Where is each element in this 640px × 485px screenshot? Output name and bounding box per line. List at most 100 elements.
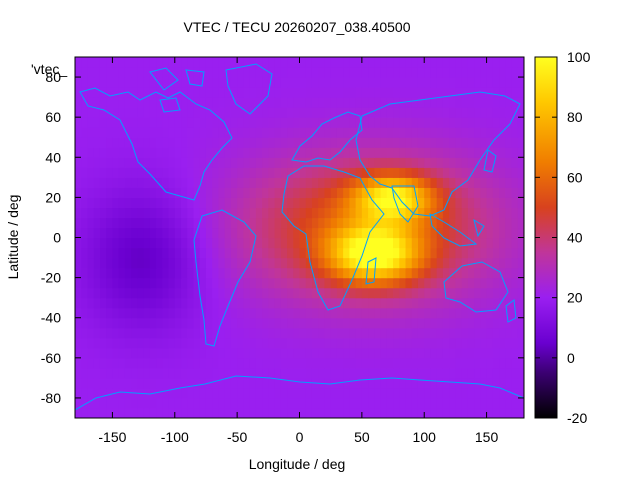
heatmap-cell xyxy=(156,117,163,128)
heatmap-cell xyxy=(399,137,407,148)
heatmap-cell xyxy=(137,207,145,219)
heatmap-cell xyxy=(137,287,145,299)
heatmap-cell xyxy=(386,197,394,209)
heatmap-cell xyxy=(361,287,369,299)
heatmap-cell xyxy=(81,127,89,138)
heatmap-cell xyxy=(212,367,220,379)
heatmap-cell xyxy=(268,357,276,369)
heatmap-cell xyxy=(99,187,107,198)
heatmap-cell xyxy=(174,117,182,128)
heatmap-cell xyxy=(299,337,307,349)
heatmap-cell xyxy=(492,77,500,88)
heatmap-cell xyxy=(268,297,276,309)
heatmap-cell xyxy=(299,297,307,309)
heatmap-cell xyxy=(118,317,126,329)
heatmap-cell xyxy=(299,197,307,209)
heatmap-cell xyxy=(436,147,444,158)
heatmap-cell xyxy=(474,137,481,148)
heatmap-cell xyxy=(243,387,251,399)
heatmap-cell xyxy=(324,357,332,369)
heatmap-cell xyxy=(287,157,294,168)
heatmap-cell xyxy=(330,297,338,309)
heatmap-cell xyxy=(124,377,132,389)
heatmap-cell xyxy=(124,237,132,249)
heatmap-cell xyxy=(474,347,481,359)
heatmap-cell xyxy=(393,157,400,168)
heatmap-cell xyxy=(399,377,407,389)
heatmap-cell xyxy=(324,177,332,188)
heatmap-cell xyxy=(181,77,188,88)
heatmap-cell xyxy=(499,197,506,209)
heatmap-cell xyxy=(162,267,170,279)
heatmap-cell xyxy=(349,137,357,148)
heatmap-cell xyxy=(355,227,363,239)
heatmap-cell xyxy=(218,337,226,349)
heatmap-cell xyxy=(436,297,444,309)
heatmap-cell xyxy=(249,147,257,158)
heatmap-cell xyxy=(81,247,89,259)
heatmap-cell xyxy=(255,267,263,279)
heatmap-cell xyxy=(293,107,301,118)
heatmap-cell xyxy=(137,147,145,158)
heatmap-cell xyxy=(486,237,494,249)
heatmap-cell xyxy=(318,77,326,88)
heatmap-cell xyxy=(249,127,257,138)
heatmap-cell xyxy=(93,357,101,369)
heatmap-cell xyxy=(199,297,207,309)
heatmap-cell xyxy=(224,227,232,239)
heatmap-cell xyxy=(492,117,500,128)
heatmap-cell xyxy=(480,137,488,148)
heatmap-cell xyxy=(118,307,126,319)
heatmap-cell xyxy=(87,137,95,148)
heatmap-cell xyxy=(374,257,382,269)
heatmap-cell xyxy=(492,217,500,229)
heatmap-cell xyxy=(467,367,475,379)
y-tick-label: 60 xyxy=(45,109,61,125)
heatmap-cell xyxy=(361,227,369,239)
heatmap-cell xyxy=(318,357,326,369)
heatmap-cell xyxy=(81,187,89,198)
heatmap-cell xyxy=(480,287,488,299)
heatmap-cell xyxy=(299,247,307,259)
heatmap-cell xyxy=(118,87,126,98)
heatmap-cell xyxy=(262,147,269,158)
heatmap-cell xyxy=(162,117,170,128)
heatmap-cell xyxy=(449,367,457,379)
heatmap-cell xyxy=(411,247,419,259)
heatmap-cell xyxy=(143,167,151,178)
heatmap-cell xyxy=(399,157,407,168)
heatmap-cell xyxy=(455,157,463,168)
heatmap-cell xyxy=(492,137,500,148)
heatmap-cell xyxy=(386,287,394,299)
heatmap-cell xyxy=(162,327,170,339)
heatmap-cell xyxy=(205,217,213,229)
y-tick-label: 0 xyxy=(53,230,61,246)
heatmap-cell xyxy=(386,327,394,339)
heatmap-cell xyxy=(324,327,332,339)
heatmap-cell xyxy=(255,257,263,269)
heatmap-cell xyxy=(137,117,145,128)
heatmap-cell xyxy=(255,187,263,198)
heatmap-cell xyxy=(442,137,450,148)
heatmap-cell xyxy=(486,187,494,198)
heatmap-cell xyxy=(106,307,114,319)
heatmap-cell xyxy=(318,177,326,188)
heatmap-cell xyxy=(75,337,82,349)
heatmap-cell xyxy=(255,137,263,148)
heatmap-cell xyxy=(118,187,126,198)
heatmap-cell xyxy=(87,367,95,379)
heatmap-cell xyxy=(411,127,419,138)
heatmap-cell xyxy=(187,327,195,339)
heatmap-cell xyxy=(118,397,126,409)
heatmap-cell xyxy=(461,367,469,379)
heatmap-cell xyxy=(324,117,332,128)
heatmap-cell xyxy=(511,87,519,98)
heatmap-cell xyxy=(442,347,450,359)
heatmap-cell xyxy=(405,177,413,188)
heatmap-cell xyxy=(505,267,513,279)
heatmap-cell xyxy=(255,157,263,168)
heatmap-cell xyxy=(162,57,170,68)
heatmap-cell xyxy=(75,287,82,299)
heatmap-cell xyxy=(181,317,188,329)
heatmap-cell xyxy=(318,347,326,359)
